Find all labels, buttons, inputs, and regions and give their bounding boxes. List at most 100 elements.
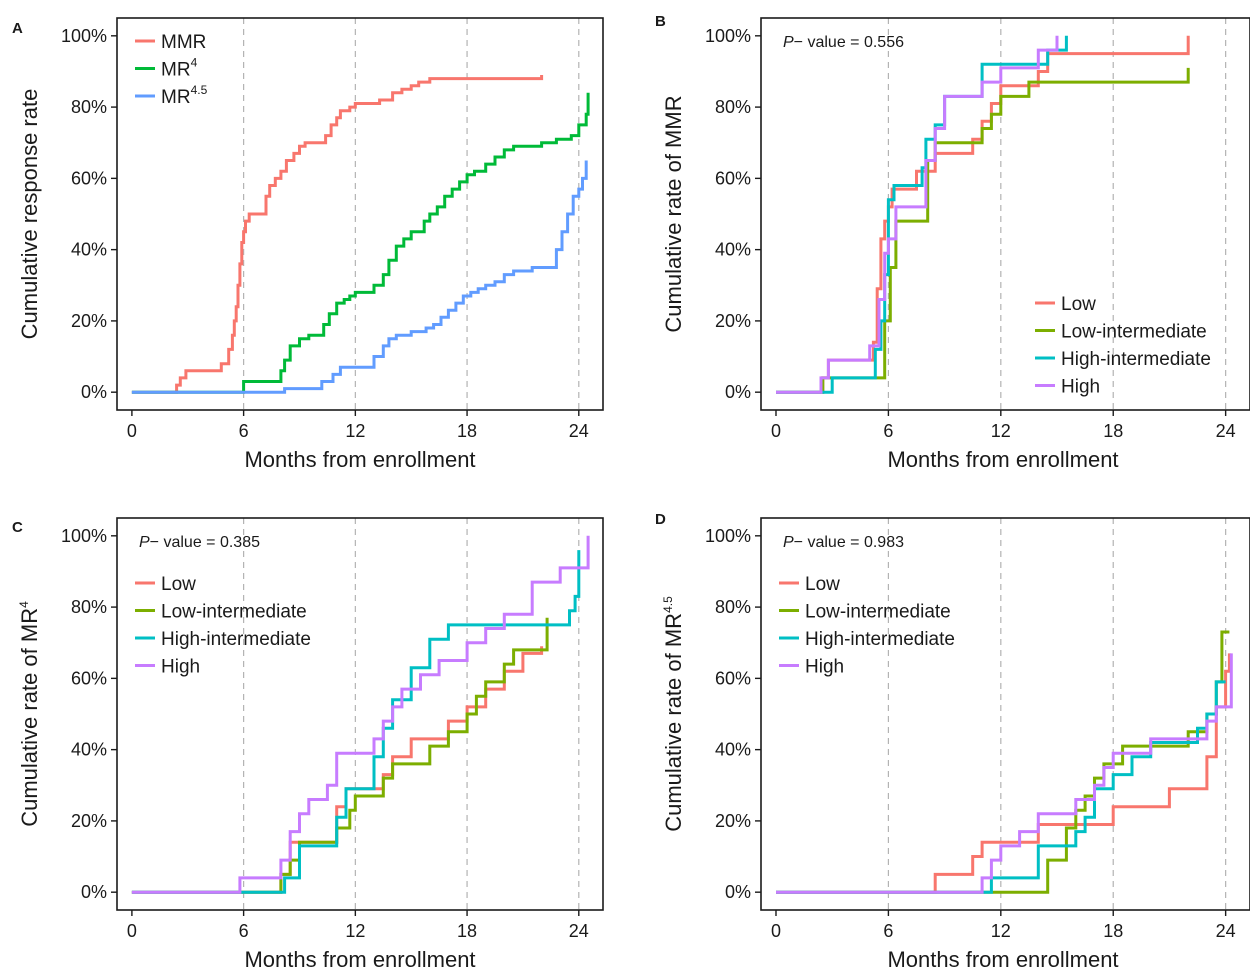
legend-label: High: [1061, 377, 1100, 398]
y-tick-label: 80%: [715, 97, 751, 117]
legend-label: Low-intermediate: [1061, 322, 1207, 343]
y-axis-title-superscript: 4.5: [661, 596, 675, 613]
legend-label-text: High-intermediate: [805, 629, 955, 650]
x-tick-label: 12: [345, 921, 365, 941]
series-line-low: [776, 35, 1190, 394]
plot-frame: [760, 17, 1250, 411]
x-tick-label: 0: [771, 921, 781, 941]
x-tick-label: 24: [569, 921, 589, 941]
plot-frame: [116, 17, 604, 411]
series-line-high: [131, 535, 590, 894]
legend-label-text: MMR: [161, 32, 206, 53]
y-tick-label: 40%: [715, 740, 751, 760]
legend: Low Low-intermediate High-intermediate High: [779, 574, 955, 678]
y-tick-label: 40%: [715, 240, 751, 260]
p-value-prefix: P: [139, 534, 150, 551]
legend-label: High: [805, 657, 844, 678]
y-tick-label: 80%: [71, 97, 107, 117]
legend-label-text: MR: [161, 60, 191, 81]
legend: Low Low-intermediate High-intermediate High: [135, 574, 311, 678]
x-tick-label: 0: [127, 921, 137, 941]
legend-label: MMR: [161, 32, 206, 53]
legend-label: Low-intermediate: [805, 602, 951, 623]
series-group: [776, 35, 1190, 394]
legend-label-text: High-intermediate: [161, 629, 311, 650]
series-line-high-intermediate: [776, 680, 1226, 894]
legend: Low Low-intermediate High-intermediate High: [1035, 294, 1211, 398]
legend-label-text: High: [805, 657, 844, 678]
y-axis-title-text: Cumulative rate of MR: [17, 608, 42, 827]
p-value-annotation: P− value = 0.983: [783, 534, 904, 551]
legend-label-text: High: [1061, 377, 1100, 398]
legend-label: Low: [1061, 294, 1096, 315]
series-line-mmr: [131, 75, 544, 394]
legend-label: MR4: [161, 56, 198, 81]
x-tick-label: 18: [457, 421, 477, 441]
y-tick-label: 60%: [71, 668, 107, 688]
y-tick-label: 40%: [71, 240, 107, 260]
p-value-prefix: P: [783, 534, 794, 551]
series-line-low-intermediate: [776, 67, 1190, 394]
legend-label: Low: [161, 574, 196, 595]
legend-label-text: Low: [1061, 294, 1096, 315]
panel-a: A 0 6 12 18 24 0% 20% 40% 60% 80% 100% Months from e…: [12, 17, 604, 472]
x-tick-label: 24: [1216, 921, 1236, 941]
legend-label: High-intermediate: [1061, 349, 1211, 370]
series-group: [131, 75, 590, 394]
y-axis-title: Cumulative rate of MR4.5: [661, 596, 686, 832]
y-tick-label: 60%: [71, 168, 107, 188]
legend-label-text: High-intermediate: [1061, 349, 1211, 370]
plot-frame: [760, 517, 1250, 911]
panel-c: C 0 6 12 18 24 0% 20% 40% 60% 80% 100% Months from e…: [12, 517, 604, 972]
x-axis-title: Months from enrollment: [244, 947, 475, 972]
legend-label-text: Low: [161, 574, 196, 595]
panel-letter: A: [12, 20, 23, 37]
x-tick-label: 0: [771, 421, 781, 441]
y-tick-label: 80%: [715, 597, 751, 617]
p-value-prefix: P: [783, 34, 794, 51]
series-line-high-intermediate: [776, 35, 1068, 394]
panel-d: D 0 6 12 18 24 0% 20% 40% 60% 80% 100% Months from e…: [655, 511, 1250, 972]
panel-letter: C: [12, 519, 23, 536]
y-tick-label: 100%: [705, 26, 751, 46]
legend-label-text: MR: [161, 87, 191, 108]
plot-frame: [116, 517, 604, 911]
y-tick-label: 40%: [71, 740, 107, 760]
legend-label: High-intermediate: [161, 629, 311, 650]
legend-label-text: Low-intermediate: [161, 602, 307, 623]
series-group: [131, 535, 590, 894]
legend-label-text: Low-intermediate: [1061, 322, 1207, 343]
x-axis-title: Months from enrollment: [887, 447, 1118, 472]
y-tick-label: 100%: [705, 526, 751, 546]
y-axis-title: Cumulative response rate: [17, 89, 42, 340]
legend-label-text: High: [161, 657, 200, 678]
p-value-annotation: P− value = 0.385: [139, 534, 260, 551]
y-tick-label: 0%: [81, 882, 107, 902]
y-axis-title-text: Cumulative rate of MR: [661, 613, 686, 832]
y-tick-label: 100%: [61, 526, 107, 546]
legend-label-text: Low-intermediate: [805, 602, 951, 623]
x-tick-label: 24: [1216, 421, 1236, 441]
x-tick-label: 6: [239, 421, 249, 441]
x-tick-label: 6: [239, 921, 249, 941]
y-axis-title: Cumulative rate of MMR: [661, 95, 686, 332]
x-axis-title: Months from enrollment: [887, 947, 1118, 972]
y-axis-title-superscript: 4: [17, 601, 31, 608]
y-axis-title: Cumulative rate of MR4: [17, 601, 42, 827]
x-tick-label: 0: [127, 421, 137, 441]
y-axis-title-text: Cumulative rate of MMR: [661, 95, 686, 332]
legend-label: Low: [805, 574, 840, 595]
y-tick-label: 20%: [71, 811, 107, 831]
y-tick-label: 0%: [725, 882, 751, 902]
legend-label: High: [161, 657, 200, 678]
series-line-mr4: [131, 92, 590, 394]
legend-label: High-intermediate: [805, 629, 955, 650]
legend-label-superscript: 4.5: [191, 83, 208, 97]
panel-letter: B: [655, 13, 666, 30]
series-group: [776, 630, 1233, 894]
y-tick-label: 20%: [715, 311, 751, 331]
y-tick-label: 100%: [61, 26, 107, 46]
x-tick-label: 18: [457, 921, 477, 941]
